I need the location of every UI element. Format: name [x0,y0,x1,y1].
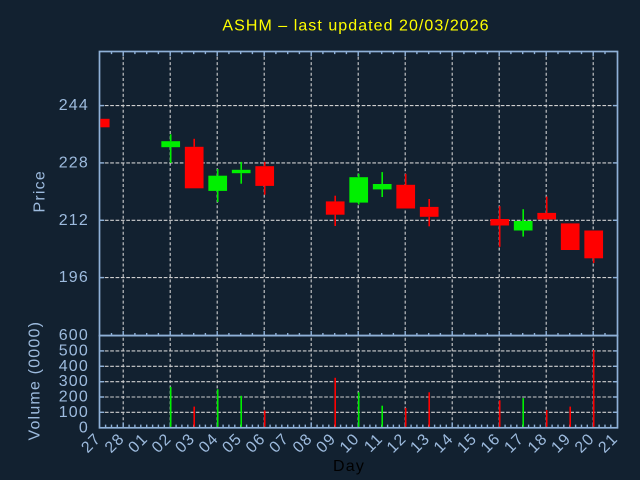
svg-text:100: 100 [59,404,89,421]
svg-text:200: 200 [59,389,89,406]
svg-text:600: 600 [59,327,89,344]
svg-text:196: 196 [59,269,89,286]
svg-text:228: 228 [59,155,89,172]
svg-text:400: 400 [59,358,89,375]
svg-text:500: 500 [59,343,89,360]
svg-text:244: 244 [59,97,89,114]
svg-text:ASHM – last updated 20/03/2026: ASHM – last updated 20/03/2026 [222,17,489,34]
svg-text:212: 212 [59,212,89,229]
svg-text:Volume (0000): Volume (0000) [27,321,44,441]
svg-text:Price: Price [32,170,49,212]
svg-text:300: 300 [59,373,89,390]
svg-text:0: 0 [79,419,89,436]
svg-text:Day: Day [333,458,365,475]
